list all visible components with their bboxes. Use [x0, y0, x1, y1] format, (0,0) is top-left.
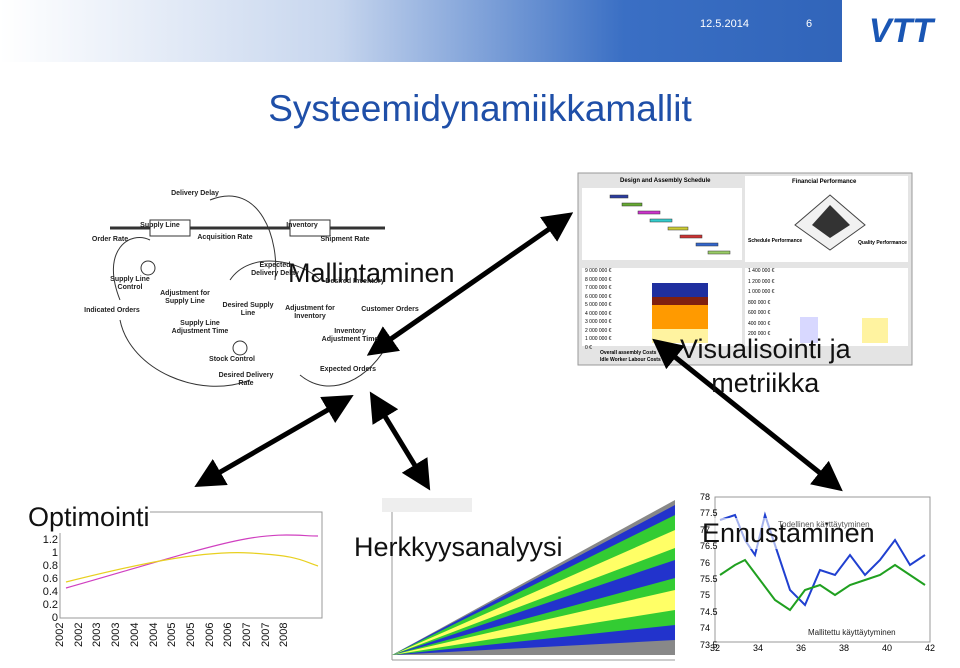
y-tick-label: 74: [700, 623, 711, 634]
x-tick-label: 38: [839, 643, 850, 653]
diagram-variable: Expected Delivery Delay: [251, 262, 299, 277]
diagram-variable: Desired Supply Line: [222, 302, 274, 317]
tick-label: 1 000 000 €: [748, 289, 775, 295]
y-tick-label: 0.2: [42, 599, 58, 611]
y-tick-label: 0.4: [42, 586, 58, 598]
diagram-variable: Adjustment for Supply Line: [160, 290, 210, 305]
x-tick-label: 2004: [128, 622, 141, 647]
legend-entry: Idle Worker Labour Costs: [600, 357, 661, 363]
diagram-variable: Inventory Adjustment Time: [321, 328, 379, 343]
label-visualization: Visualisointi ja metriikka: [680, 332, 851, 400]
tick-label: 600 000 €: [748, 310, 771, 316]
legend-entry: Overall assembly Costs: [600, 350, 657, 356]
legend-entry: Mallitettu käyttäytyminen: [808, 628, 896, 637]
tick-label: 6 000 000 €: [585, 293, 612, 300]
y-tick-label: 74.5: [700, 606, 718, 617]
x-tick-label: 2007: [259, 622, 272, 647]
y-tick-label: 75.5: [700, 574, 718, 584]
diagram-variable: Inventory: [286, 222, 318, 229]
y-tick-label: 78: [700, 492, 711, 502]
x-tick-label: 34: [753, 643, 764, 653]
arrows: [194, 212, 843, 492]
y-tick-label: 0.8: [42, 560, 58, 572]
x-tick-label: 2008: [278, 622, 291, 647]
label-line: Visualisointi ja: [680, 334, 851, 364]
sensitivity-chart: [375, 495, 675, 668]
y-tick-label: 77: [700, 524, 711, 535]
diagram-variable: Acquisition Rate: [197, 234, 253, 241]
label-sensitivity: Herkkyysanalyysi: [354, 532, 563, 562]
x-tick-label: 2004: [147, 622, 160, 647]
tick-label: 9 000 000 €: [585, 268, 612, 274]
tick-label: 1 200 000 €: [748, 278, 775, 285]
page-number: 6: [806, 18, 813, 30]
date: 12.5.2014: [700, 18, 749, 30]
tick-label: 0 €: [585, 344, 592, 351]
x-tick-label: 2003: [110, 622, 123, 647]
diagram-variable: Supply Line: [140, 222, 180, 229]
y-tick-label: 75: [700, 590, 711, 601]
x-tick-label: 2007: [241, 622, 253, 647]
label-line: metriikka: [711, 368, 820, 398]
tick-label: 3 000 000 €: [585, 319, 612, 325]
tick-label: 5 000 000 €: [585, 302, 612, 308]
y-tick-label: 73.5: [700, 639, 718, 650]
x-tick-label: 40: [882, 643, 893, 653]
tick-label: 1 000 000 €: [585, 336, 612, 342]
tick-label: 200 000 €: [748, 331, 771, 337]
tick-label: 800 000 €: [748, 299, 771, 306]
diagram-variable: Shipment Rate: [320, 236, 370, 243]
dashboard-title: Design and Assembly Schedule: [620, 178, 711, 184]
dashboard-axis: Schedule Performance: [748, 238, 803, 244]
x-tick-label: 2005: [184, 622, 197, 647]
x-tick-label: 2006: [203, 622, 216, 647]
x-tick-label: 2002: [54, 622, 66, 647]
y-tick-label: 1.2: [42, 534, 58, 546]
label-optimization: Optimointi: [28, 502, 150, 533]
y-tick-label: 76: [700, 557, 711, 568]
diagram-variable: Desired Inventory: [325, 278, 385, 285]
tick-label: 1 400 000 €: [748, 268, 775, 274]
y-tick-label: 1: [51, 547, 58, 559]
x-tick-label: 2002: [72, 622, 85, 647]
diagram-variable: Delivery Delay: [171, 190, 219, 197]
x-tick-label: 2006: [222, 622, 235, 647]
diagram-variable: Indicated Orders: [84, 307, 140, 314]
label-modeling: Mallintaminen: [288, 258, 455, 288]
x-tick-label: 42: [925, 643, 936, 653]
label-forecasting: Ennustaminen: [702, 518, 875, 549]
diagram-variable: Supply Line Control: [110, 276, 150, 291]
diagram-variable: Supply Line Adjustment Time: [171, 320, 229, 335]
tick-label: 7 000 000 €: [585, 285, 612, 291]
diagram-variable: Expected Orders: [319, 366, 377, 373]
diagram-variable: Customer Orders: [361, 306, 419, 313]
x-tick-label: 36: [796, 643, 807, 653]
diagram-variable: Order Rate: [91, 236, 129, 243]
diagram-variable: Desired Delivery Rate: [218, 372, 274, 387]
legend-entry: Todellinen käyttäytyminen: [778, 520, 870, 529]
diagram-variable: Adjustment for Inventory: [285, 305, 335, 320]
y-tick-label: 76.5: [700, 541, 718, 552]
y-tick-label: 0.6: [42, 573, 58, 585]
diagram-variable: Stock Control: [209, 356, 255, 363]
slide-title: Systeemidynamiikkamallit: [268, 88, 692, 129]
y-tick-label: 77.5: [700, 508, 718, 519]
header-bar: [0, 0, 960, 62]
y-tick-label: 0: [51, 612, 58, 624]
tick-label: 8 000 000 €: [585, 276, 612, 283]
dashboard: [577, 172, 913, 366]
logo: VTT: [842, 0, 960, 62]
x-tick-label: 2005: [166, 622, 179, 647]
dashboard-axis: Quality Performance: [858, 240, 907, 246]
x-tick-label: 2003: [91, 622, 104, 647]
tick-label: 400 000 €: [748, 320, 771, 327]
tick-label: 4 000 000 €: [585, 310, 612, 317]
dashboard-title: Financial Performance: [792, 179, 857, 185]
tick-label: 2 000 000 €: [585, 327, 612, 334]
x-tick-label: 32: [710, 643, 721, 653]
